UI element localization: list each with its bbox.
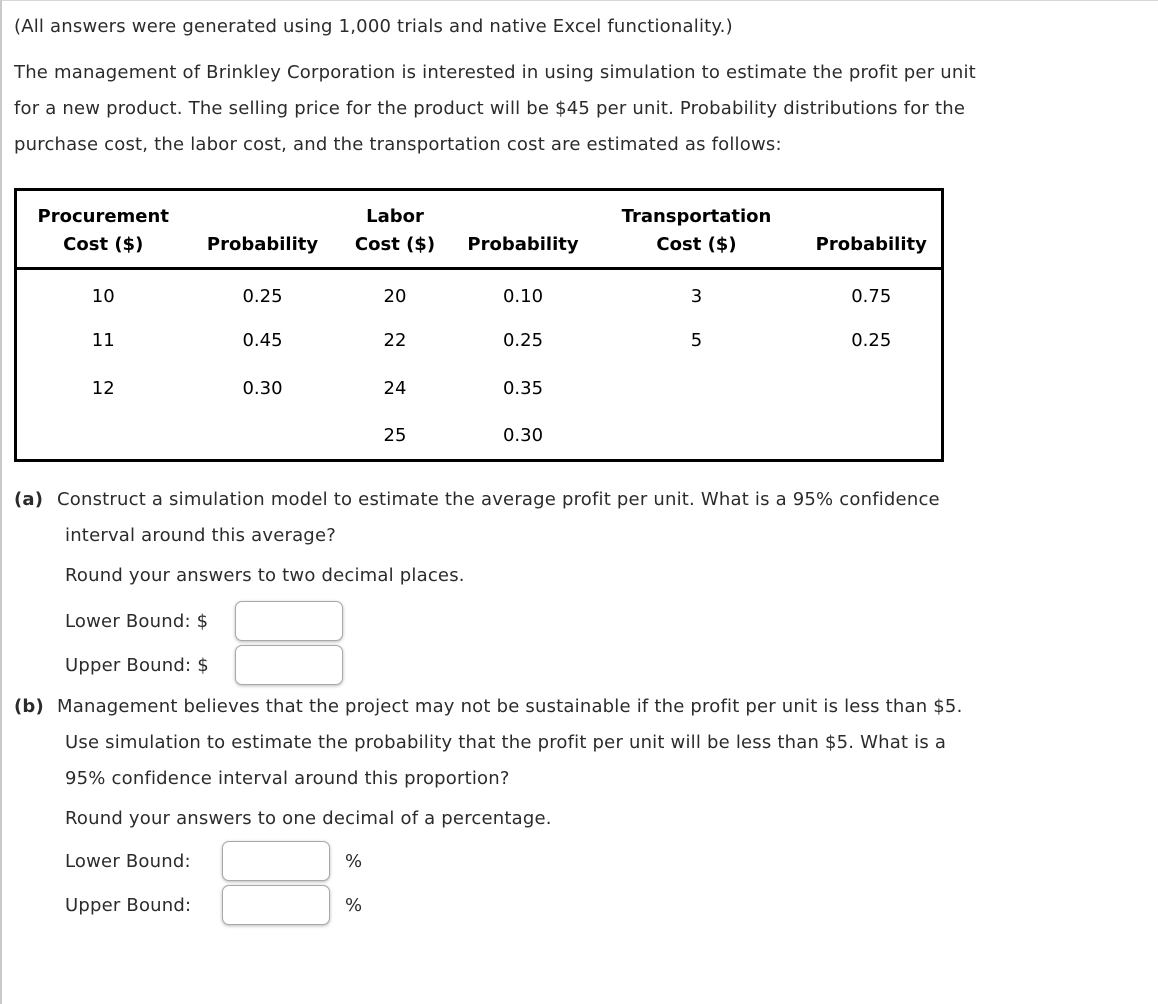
- table-row: 10 0.25 20 0.10 3 0.75: [16, 269, 943, 317]
- table-column-header: Cost ($): [335, 231, 455, 270]
- table-cell: 0.30: [502, 425, 544, 447]
- cost-probability-table: Procurement Labor Transportation Cost ($…: [14, 188, 944, 462]
- table-cell: [592, 413, 802, 461]
- table-cell: 22: [383, 330, 407, 351]
- table-row: 12 0.30 24 0.35: [16, 365, 943, 413]
- trials-note: (All answers were generated using 1,000 …: [14, 16, 733, 37]
- table-column-header: Probability: [454, 231, 592, 270]
- table-cell: 5: [690, 330, 703, 351]
- table-cell: 0.35: [502, 378, 544, 399]
- table-cell: [802, 413, 943, 461]
- table-cell: 0.45: [242, 330, 283, 351]
- table-cell: 25: [383, 425, 407, 447]
- table-column-header: Cost ($): [591, 231, 802, 270]
- table-cell: [592, 365, 802, 413]
- dollar-sign: $: [197, 654, 209, 676]
- part-b-question-line: Use simulation to estimate the probabili…: [65, 732, 947, 753]
- table-group-header-spacer: [802, 190, 943, 232]
- part-b-question-line: (b) Management believes that the project …: [14, 689, 1148, 725]
- table-group-header: Transportation: [621, 206, 772, 227]
- table-cell: 0.25: [242, 285, 283, 307]
- table-column-header: Probability: [801, 231, 943, 270]
- upper-bound-label: Upper Bound:: [65, 654, 192, 676]
- table-column-header: Probability: [189, 231, 336, 270]
- lower-bound-label: Lower Bound:: [65, 850, 191, 872]
- table-cell: 24: [383, 378, 407, 399]
- part-b-upper-bound-input[interactable]: [222, 885, 330, 925]
- percent-sign: %: [345, 894, 363, 916]
- problem-statement-line: purchase cost, the labor cost, and the t…: [14, 134, 782, 155]
- table-cell: 11: [91, 330, 115, 351]
- table-cell: [190, 413, 336, 461]
- part-a-label: (a): [14, 489, 44, 510]
- part-a-upper-bound-input[interactable]: [235, 645, 343, 685]
- part-b-answers: Lower Bound:% Upper Bound:%: [65, 839, 1148, 927]
- table-group-header: Labor: [366, 206, 424, 227]
- problem-statement-line: The management of Brinkley Corporation i…: [14, 62, 976, 83]
- percent-sign: %: [345, 850, 363, 872]
- table-cell: 12: [91, 378, 115, 399]
- table-cell: 0.25: [851, 330, 892, 351]
- table-cell: 0.30: [242, 378, 283, 399]
- part-b-question-text: Management believes that the project may…: [57, 696, 963, 717]
- problem-statement: The management of Brinkley Corporation i…: [14, 55, 1148, 163]
- part-b-instruction: Round your answers to one decimal of a p…: [65, 808, 552, 829]
- part-a-lower-bound-row: Lower Bound: $: [65, 599, 1148, 643]
- dollar-sign: $: [196, 610, 209, 632]
- table-cell: 3: [690, 285, 703, 307]
- table-cell: [802, 365, 943, 413]
- table-cell: 10: [91, 285, 115, 307]
- table-group-header-spacer: [190, 190, 336, 232]
- part-a-question-line: interval around this average?: [65, 525, 336, 546]
- lower-bound-label: Lower Bound:: [65, 610, 191, 632]
- part-b-lower-bound-input[interactable]: [222, 841, 330, 881]
- table-row: 11 0.45 22 0.25 5 0.25: [16, 317, 943, 365]
- table-cell: [16, 413, 190, 461]
- part-a-instruction: Round your answers to two decimal places…: [65, 565, 465, 586]
- part-a-upper-bound-row: Upper Bound: $: [65, 643, 1148, 687]
- part-b-label: (b): [14, 696, 44, 717]
- table-group-header-spacer: [455, 190, 592, 232]
- table-cell: 20: [383, 285, 407, 307]
- part-b-section: (b) Management believes that the project …: [14, 689, 1148, 927]
- table-cell: 0.25: [502, 330, 544, 351]
- table-group-header: Procurement: [37, 206, 169, 227]
- table-cell: 0.75: [851, 285, 892, 307]
- part-b-question-line: 95% confidence interval around this prop…: [65, 768, 510, 789]
- part-a-question-line: (a) Construct a simulation model to estim…: [14, 482, 1148, 518]
- table-cell: 0.10: [502, 285, 544, 307]
- part-a-question-text: Construct a simulation model to estimate…: [57, 489, 940, 510]
- part-a-section: (a) Construct a simulation model to estim…: [14, 482, 1148, 687]
- part-b-upper-bound-row: Upper Bound:%: [65, 883, 1148, 927]
- table-row: 25 0.30: [16, 413, 943, 461]
- part-a-lower-bound-input[interactable]: [235, 601, 343, 641]
- part-b-lower-bound-row: Lower Bound:%: [65, 839, 1148, 883]
- part-a-answers: Lower Bound: $ Upper Bound: $: [65, 599, 1148, 687]
- problem-statement-line: for a new product. The selling price for…: [14, 98, 966, 119]
- upper-bound-label: Upper Bound:: [65, 894, 192, 916]
- table-column-header: Cost ($): [15, 231, 190, 270]
